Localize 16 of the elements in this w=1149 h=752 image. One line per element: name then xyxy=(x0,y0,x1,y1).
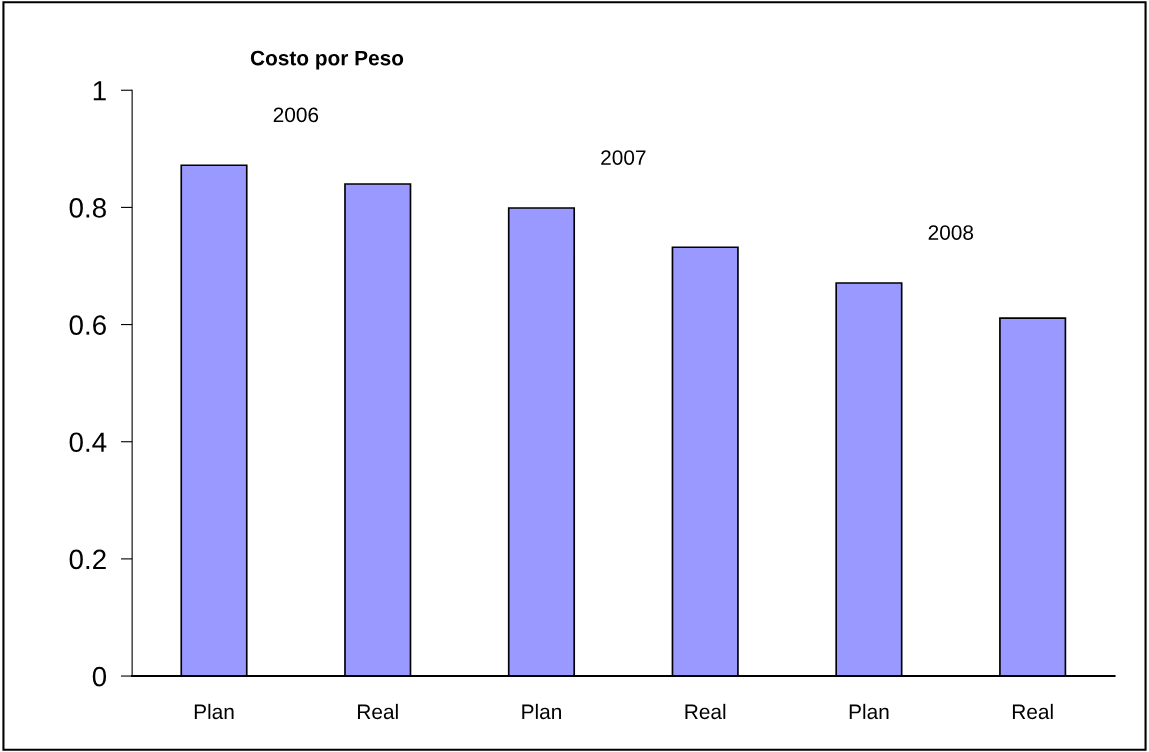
annotation: 2008 xyxy=(928,225,974,240)
y-tick-label: 0.6 xyxy=(69,315,106,335)
annotation: 2006 xyxy=(273,107,319,123)
x-tick-label: Plan xyxy=(194,703,234,720)
x-tick-label: Real xyxy=(358,703,398,720)
y-tick-label: 0.8 xyxy=(69,198,106,218)
x-tick-label: Plan xyxy=(849,703,889,720)
x-tick-label: Real xyxy=(1012,703,1053,720)
y-tick-label: 0.4 xyxy=(69,432,107,453)
chart-title: Costo por Peso xyxy=(250,50,404,70)
y-tick-label: 1 xyxy=(93,81,106,101)
y-tick-label: 0 xyxy=(92,666,107,687)
x-tick-label: Real xyxy=(685,703,726,720)
x-tick-label: Plan xyxy=(522,703,561,720)
annotation: 2007 xyxy=(601,150,646,165)
y-tick-label: 0.2 xyxy=(69,549,106,570)
